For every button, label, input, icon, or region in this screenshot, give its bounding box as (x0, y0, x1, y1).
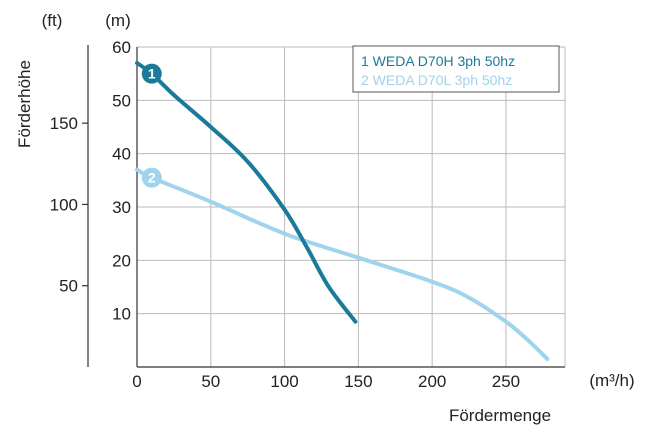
y-tick-label: 30 (112, 198, 131, 217)
x-tick-label: 250 (492, 372, 520, 391)
ft-tick-label: 100 (50, 195, 78, 214)
plot-frame (136, 47, 565, 368)
series-marker-label-1: 1 (148, 66, 156, 82)
ft-tick-label: 50 (59, 277, 78, 296)
y-tick-label: 60 (112, 38, 131, 57)
y-unit-right: (m) (105, 11, 130, 30)
legend-box (352, 45, 560, 93)
x-tick-label: 0 (132, 372, 141, 391)
ft-tick-label: 150 (50, 114, 78, 133)
y-unit-left: (ft) (42, 11, 63, 30)
legend-entry-2: 2 WEDA D70L 3ph 50hz (361, 72, 512, 88)
ft-tick-labels: 50 100 150 (50, 114, 78, 296)
series-marker-label-2: 2 (148, 170, 156, 186)
series-line-2 (135, 167, 550, 361)
x-tick-label: 150 (344, 372, 372, 391)
legend: 1 WEDA D70H 3ph 50hz 2 WEDA D70L 3ph 50hz (352, 45, 560, 93)
series-line-1 (135, 61, 358, 324)
y-tick-label: 50 (112, 91, 131, 110)
grid (137, 46, 566, 367)
y-tick-labels: 10 20 30 40 50 60 (112, 38, 131, 324)
x-axis-title: Fördermenge (449, 406, 551, 425)
y-axis-title: Förderhöhe (15, 60, 34, 148)
y-tick-label: 10 (112, 305, 131, 324)
ft-axis (82, 45, 89, 367)
x-tick-label: 200 (418, 372, 446, 391)
x-unit-label: (m³/h) (589, 371, 634, 390)
legend-entry-1: 1 WEDA D70H 3ph 50hz (361, 53, 515, 69)
series-markers: 12 (141, 63, 162, 188)
x-tick-label: 100 (270, 372, 298, 391)
x-tick-label: 50 (201, 372, 220, 391)
series-lines (135, 61, 550, 361)
series-marker-1 (141, 63, 162, 84)
y-tick-label: 20 (112, 251, 131, 270)
y-tick-label: 40 (112, 145, 131, 164)
x-tick-labels: 0 50 100 150 200 250 (132, 372, 520, 391)
series-marker-2 (141, 167, 162, 188)
